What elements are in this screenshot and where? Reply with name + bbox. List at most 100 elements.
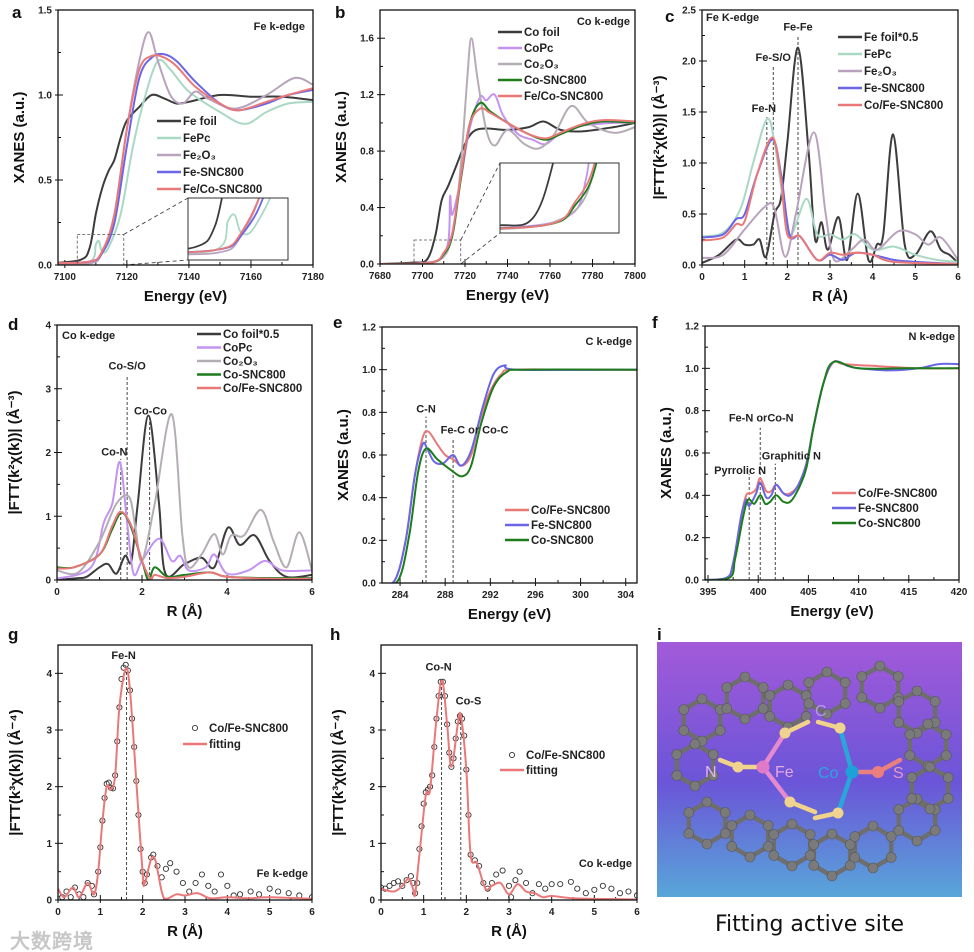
carbon-atom: [904, 729, 916, 740]
panel-letter: f: [652, 313, 658, 332]
x-tick-label: 400: [750, 587, 767, 598]
y-tick-label: 3: [45, 384, 51, 395]
y-tick-label: 0: [369, 896, 375, 907]
x-tick-label: 6: [309, 587, 315, 598]
data-point-marker: [548, 881, 555, 888]
edge-label: Fe K-edge: [706, 12, 759, 24]
data-point-marker: [90, 891, 98, 898]
edge-label: Co k-edge: [62, 330, 115, 342]
x-tick-label: 304: [617, 590, 634, 601]
carbon-atom: [906, 772, 918, 783]
x-tick-label: 410: [850, 587, 867, 598]
legend-label: Fe-SNC800: [531, 520, 592, 532]
carbon-atom: [671, 749, 683, 760]
x-tick-label: 415: [900, 587, 917, 598]
inset-plot: [500, 163, 598, 230]
carbon-atom: [874, 660, 886, 672]
legend: Co/Fe-SNC800 fitting: [183, 723, 288, 751]
x-tick-label: 7760: [539, 271, 562, 282]
legend-label: Co/Fe-SNC800: [223, 383, 302, 395]
x-tick-label: 284: [392, 590, 409, 601]
inset-frame: [499, 162, 620, 234]
x-axis-title: R (Å): [812, 288, 848, 305]
plot-frame: [379, 9, 636, 265]
x-tick-label: 1: [742, 272, 748, 283]
data-point-marker: [499, 867, 506, 874]
x-tick-label: 1: [421, 907, 427, 918]
legend: Co/Fe-SNC800 Fe-SNC800 Co-SNC800: [505, 505, 610, 547]
plot-frame: [57, 644, 313, 901]
carbon-atom: [696, 693, 708, 705]
carbon-atom: [721, 703, 733, 714]
legend-marker: [191, 724, 199, 732]
y-tick-label: 0.0: [38, 261, 52, 272]
carbon-atom: [689, 738, 701, 750]
series-line-co-foil-0-5: [57, 414, 312, 580]
carbon-atom: [726, 841, 738, 852]
legend-label: Fe₂O₃: [183, 150, 216, 162]
x-tick-label: 296: [527, 590, 544, 601]
data-point-marker: [67, 894, 74, 900]
atom-label-n: N: [705, 764, 717, 781]
inset-series-line: [500, 163, 555, 227]
data-point-marker: [205, 882, 212, 889]
edge-label: Fe k-edge: [254, 21, 305, 33]
plot-frame: [381, 326, 638, 584]
carbon-atom: [892, 671, 904, 682]
peak-annotation: Co-S: [456, 696, 482, 708]
x-tick-label: 7120: [116, 272, 139, 283]
atom-label-s: S: [893, 765, 904, 782]
chart-panel-f: f 395 400 405 410 415 420 0.0 0.2 0.4 0.6 0.8 1.0 1.2…: [652, 313, 968, 620]
carbon-atom: [739, 671, 751, 683]
y-axis-title: |FTT(k³χ(k))| (Å⁻⁴): [7, 709, 24, 836]
y-tick-label: 1: [369, 839, 375, 850]
data-point-marker: [512, 877, 519, 884]
chart-panel-b: b 7680 7700 7720 7740 7760 7780 7800 0.0 0.4 0.8 1.…: [333, 3, 647, 304]
zoom-connector: [460, 162, 501, 241]
y-tick-label: 0.6: [362, 451, 376, 462]
zoom-connector: [123, 197, 189, 235]
y-tick-label: 0.0: [685, 576, 699, 587]
carbon-atom: [768, 829, 780, 840]
y-tick-label: 0: [46, 896, 52, 907]
carbon-atom: [762, 841, 774, 852]
data-point-marker: [567, 878, 574, 885]
data-point-marker: [266, 885, 273, 892]
x-tick-label: 0: [55, 907, 61, 918]
legend-label: Fe/Co-SNC800: [183, 184, 262, 196]
series-group: [381, 678, 637, 900]
carbon-atom: [911, 685, 923, 697]
data-point-marker: [381, 884, 385, 891]
y-tick-label: 0.8: [685, 406, 699, 417]
x-tick-label: 7780: [581, 271, 604, 282]
coordination-bond: [837, 725, 855, 775]
y-tick-label: 1.0: [362, 365, 376, 376]
x-tick-label: 6: [955, 272, 961, 283]
coordination-bond: [835, 769, 855, 816]
series-group: [705, 359, 959, 580]
carbon-atom: [782, 679, 794, 691]
x-tick-label: 4: [870, 272, 876, 283]
x-tick-label: 0: [54, 587, 60, 598]
y-tick-label: 2.5: [682, 6, 696, 17]
carbon-atom: [800, 711, 812, 722]
sulfur-atom: [872, 766, 884, 778]
carbon-atom: [764, 690, 776, 701]
plot-frame: [701, 9, 959, 266]
x-tick-label: 3: [182, 907, 188, 918]
panel-letter: d: [8, 315, 18, 334]
carbon-atom: [844, 839, 856, 850]
legend-label: Fe foil: [183, 116, 217, 128]
inset-frame: [187, 197, 289, 261]
y-tick-label: 0.5: [682, 210, 696, 221]
plot-frame: [56, 324, 313, 581]
data-point-marker: [448, 763, 455, 770]
legend: Fe foil FePc Fe₂O₃ Fe-SNC800 Fe/Co-SNC800: [157, 116, 262, 196]
carbon-atom: [849, 852, 861, 863]
peak-annotation: Fe-N orCo-N: [729, 412, 794, 424]
peak-annotation: Fe-Fe: [783, 21, 812, 33]
panel-letter: e: [333, 313, 342, 332]
watermark-logo: 大数跨境: [10, 929, 94, 952]
y-tick-label: 1: [46, 839, 52, 850]
x-axis-title: Energy (eV): [466, 287, 549, 304]
